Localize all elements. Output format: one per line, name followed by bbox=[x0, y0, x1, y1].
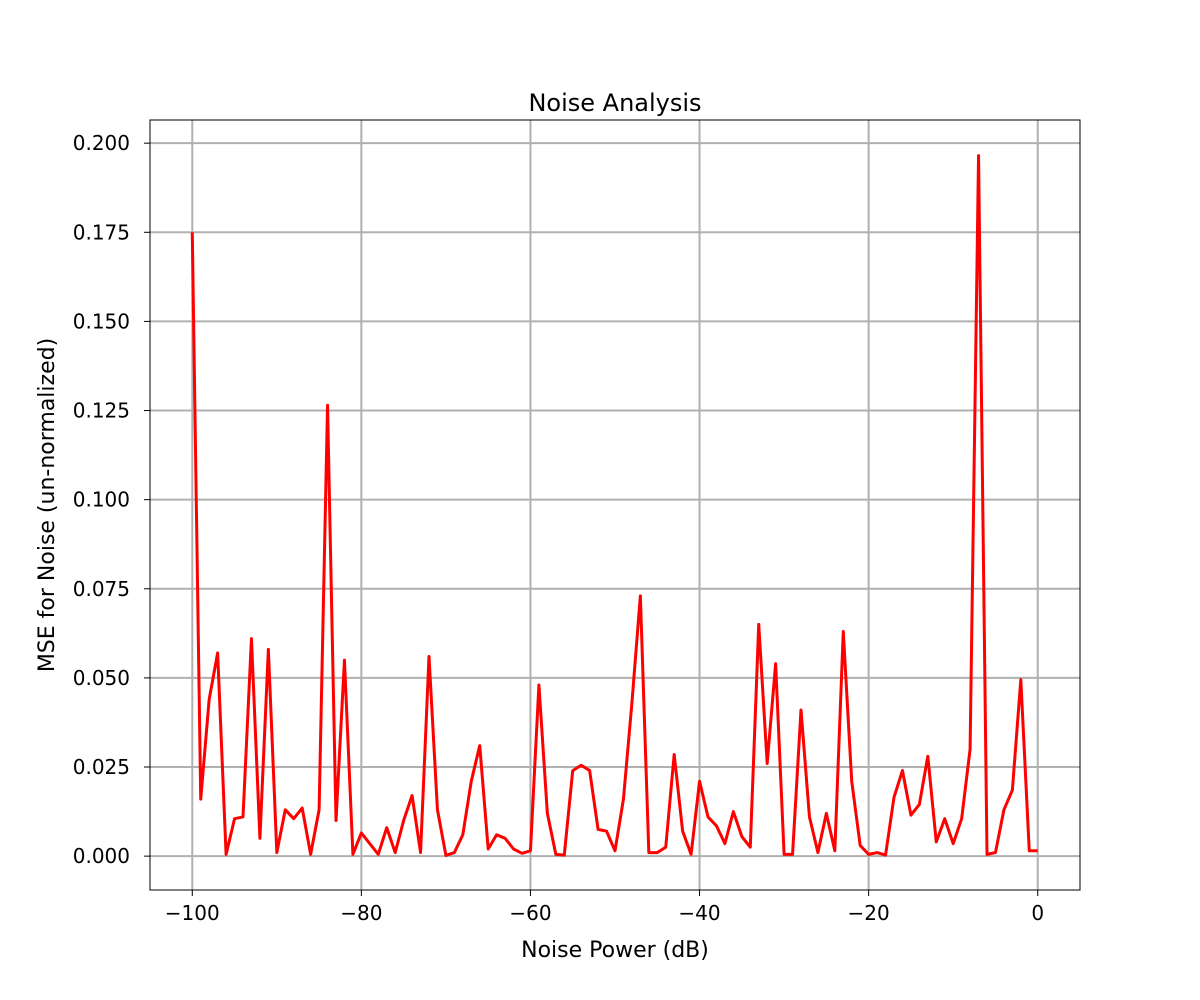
chart-title: Noise Analysis bbox=[528, 89, 701, 117]
y-tick-label: 0.100 bbox=[73, 488, 130, 512]
x-tick-label: −100 bbox=[165, 901, 220, 925]
x-tick-label: −40 bbox=[678, 901, 720, 925]
y-tick-label: 0.125 bbox=[73, 399, 130, 423]
x-axis-title: Noise Power (dB) bbox=[521, 938, 709, 963]
series-line bbox=[190, 154, 1038, 857]
y-tick-label: 0.025 bbox=[73, 755, 130, 779]
axes-frame bbox=[149, 119, 1081, 891]
x-axis-ticks: −100 −80 −60 −40 −20 0 bbox=[165, 890, 1044, 925]
y-tick-label: 0.200 bbox=[73, 131, 130, 155]
y-axis-title: MSE for Noise (un-normalized) bbox=[35, 338, 60, 672]
x-tick-label: 0 bbox=[1031, 901, 1044, 925]
y-tick-label: 0.175 bbox=[73, 220, 130, 244]
y-tick-label: 0.050 bbox=[73, 666, 130, 690]
y-axis-ticks: 0.000 0.025 0.050 0.075 0.100 0.125 0.150 0.175… bbox=[73, 131, 150, 868]
grid-lines bbox=[150, 120, 1080, 890]
y-tick-label: 0.075 bbox=[73, 577, 130, 601]
x-tick-label: −60 bbox=[509, 901, 551, 925]
x-tick-label: −20 bbox=[848, 901, 890, 925]
y-tick-label: 0.150 bbox=[73, 309, 130, 333]
plot-series bbox=[190, 154, 1038, 857]
x-tick-label: −80 bbox=[340, 901, 382, 925]
y-tick-label: 0.000 bbox=[73, 844, 130, 868]
